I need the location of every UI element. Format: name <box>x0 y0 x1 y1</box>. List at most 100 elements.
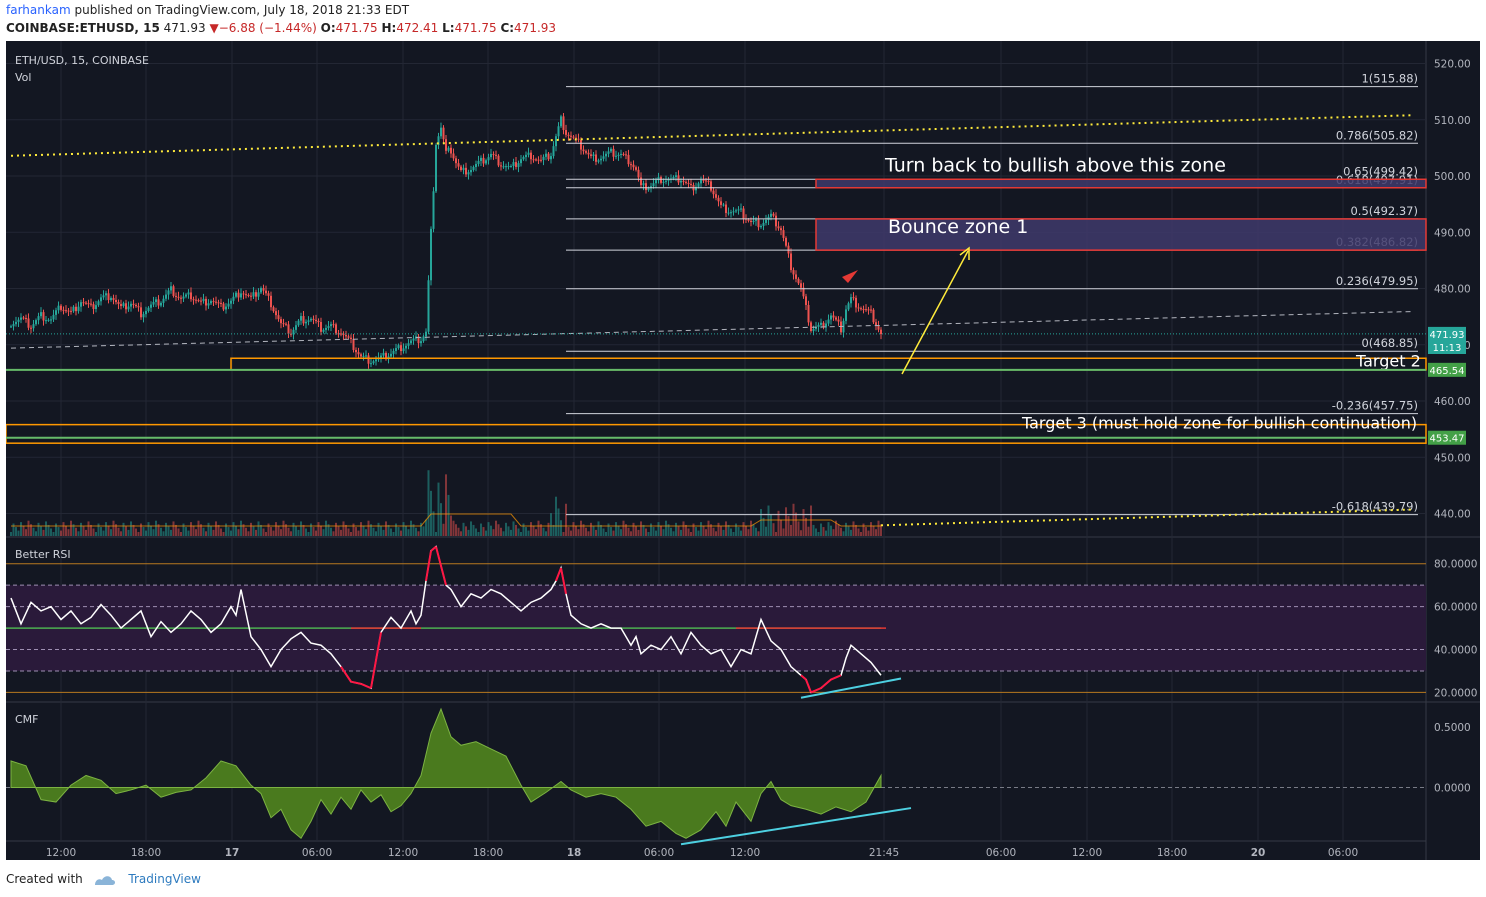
volume-bar <box>302 524 305 536</box>
volume-bar <box>65 525 67 536</box>
volume-bar <box>522 523 525 536</box>
volume-bar <box>505 522 507 536</box>
volume-bar <box>100 527 102 536</box>
chart-canvas[interactable]: 520.00510.00500.00490.00480.00470.00460.… <box>6 41 1480 860</box>
volume-bar <box>510 529 512 536</box>
candle-body <box>537 159 540 161</box>
cmf-y-tick: 0.0000 <box>1434 783 1471 795</box>
candle-body <box>22 317 25 319</box>
candle-body <box>762 222 765 226</box>
volume-bar <box>577 529 580 536</box>
candle-body <box>565 129 567 135</box>
volume-bar <box>200 524 202 536</box>
rsi-extreme-segment <box>805 679 812 693</box>
candle-body <box>635 167 637 170</box>
candle-body <box>452 153 455 159</box>
candle-body <box>55 310 57 315</box>
publisher-link[interactable]: farhankam <box>6 3 71 17</box>
candle-body <box>52 314 55 320</box>
volume-bar <box>822 527 825 536</box>
candle-body <box>260 288 262 293</box>
volume-bar <box>787 516 790 536</box>
y-tick-label: 480.00 <box>1434 284 1471 296</box>
volume-bar <box>120 531 122 536</box>
volume-bar <box>390 528 392 536</box>
volume-bar <box>837 524 840 536</box>
volume-bar <box>242 524 245 536</box>
fib-level-label: 0.5(492.37) <box>1350 204 1418 218</box>
close-value: 471.93 <box>514 21 557 35</box>
candle-body <box>732 211 735 213</box>
candle-body <box>795 274 797 279</box>
candle-body <box>287 324 290 334</box>
volume-bar <box>782 528 785 536</box>
volume-bar <box>300 521 302 536</box>
candle-body <box>567 134 570 136</box>
volume-bar <box>25 529 27 536</box>
candle-body <box>230 300 232 304</box>
zone-label-target-2: Target 2 <box>1355 351 1421 370</box>
volume-bar <box>492 529 495 536</box>
candle-body <box>857 307 860 309</box>
candle-body <box>585 151 587 153</box>
volume-bar <box>292 522 295 536</box>
candle-body <box>132 303 135 305</box>
volume-bar <box>282 520 285 536</box>
candle-body <box>605 153 607 157</box>
candle-body <box>327 326 330 328</box>
high-label: H: <box>381 21 397 35</box>
candle-body <box>135 304 137 307</box>
candle-body <box>685 181 687 183</box>
tradingview-link[interactable]: TradingView <box>128 872 201 886</box>
candle-body <box>592 154 595 156</box>
volume-bar <box>645 528 647 536</box>
volume-bar <box>525 527 527 536</box>
rsi-y-tick: 20.0000 <box>1434 687 1477 699</box>
candle-body <box>455 158 457 164</box>
volume-bar <box>665 520 667 536</box>
volume-bar <box>772 523 775 536</box>
volume-bar <box>102 530 105 536</box>
volume-bar <box>60 530 62 536</box>
price-tag-label: 471.93 <box>1430 330 1465 341</box>
candle-body <box>792 270 795 275</box>
volume-bar <box>127 529 130 536</box>
x-tick-label: 18:00 <box>473 847 503 859</box>
volume-bar <box>132 524 135 536</box>
volume-bar <box>430 490 432 536</box>
volume-bar <box>695 527 697 536</box>
volume-bar <box>552 524 555 536</box>
volume-bar <box>240 520 242 536</box>
volume-bar <box>445 474 447 536</box>
candle-body <box>47 319 50 321</box>
candle-body <box>165 294 167 299</box>
rsi-extreme-segment <box>555 567 562 582</box>
volume-bar <box>222 532 225 536</box>
x-tick-label: 06:00 <box>644 847 674 859</box>
candle-body <box>777 226 780 229</box>
volume-bar <box>820 523 822 536</box>
volume-bar <box>862 523 865 536</box>
rsi-extreme-segment <box>340 666 352 683</box>
candle-body <box>812 328 815 332</box>
volume-bar <box>305 528 307 536</box>
rsi-extreme-segment <box>425 550 432 582</box>
volume-bar <box>597 521 600 536</box>
candle-body <box>475 163 477 167</box>
volume-bar <box>97 523 100 536</box>
volume-bar <box>72 524 75 536</box>
volume-bar <box>115 524 117 536</box>
volume-bar <box>210 526 212 536</box>
candle-body <box>242 293 245 295</box>
y-tick-label: 490.00 <box>1434 227 1471 239</box>
rsi-y-tick: 40.0000 <box>1434 645 1477 657</box>
down-arrow-icon: ▼ <box>209 21 219 35</box>
candle-body <box>727 212 730 214</box>
volume-bar <box>650 523 652 536</box>
candle-body <box>32 324 35 329</box>
volume-bar <box>250 522 252 536</box>
candle-body <box>512 162 515 166</box>
candle-body <box>92 304 95 310</box>
candle-body <box>507 166 510 168</box>
volume-bar <box>482 527 485 536</box>
